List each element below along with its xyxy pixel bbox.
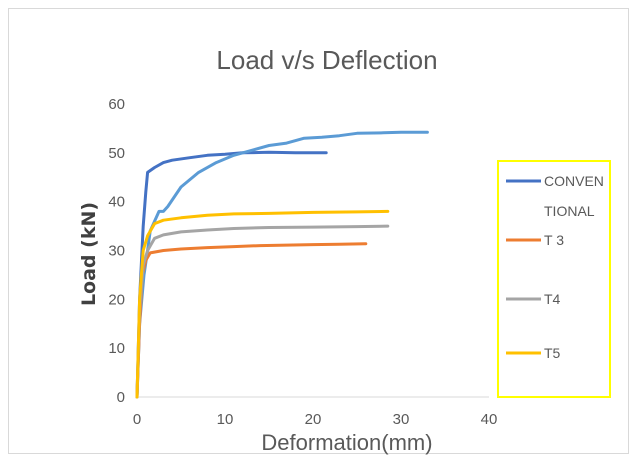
- y-axis-ticks: 0 10 20 30 40 50 60: [108, 96, 125, 406]
- legend-label: T4: [544, 291, 561, 307]
- series-lines: [135, 130, 429, 399]
- x-tick-label: 20: [305, 411, 322, 428]
- y-tick-label: 10: [108, 340, 125, 357]
- y-tick-label: 40: [108, 194, 125, 211]
- x-axis-ticks: 0 10 20 30 40: [133, 411, 498, 428]
- legend-label: T 3: [544, 232, 564, 248]
- y-tick-label: 0: [117, 389, 125, 406]
- legend-label: TIONAL: [544, 203, 595, 219]
- series-line-4: [135, 224, 390, 399]
- x-tick-label: 10: [217, 411, 234, 428]
- legend-box: [497, 160, 611, 398]
- x-tick-label: 40: [481, 411, 498, 428]
- y-tick-label: 60: [108, 96, 125, 113]
- y-tick-label: 20: [108, 291, 125, 308]
- series-line-3: [135, 242, 368, 399]
- line-chart: Load v/s Deflection Load (kN) Deformatio…: [78, 45, 611, 455]
- legend-label: T5: [544, 345, 561, 361]
- legend: CONVEN TIONAL T 3 T4 T5: [497, 160, 611, 398]
- x-tick-label: 30: [393, 411, 410, 428]
- series-line-2: [135, 130, 429, 399]
- y-axis-label: Load (kN): [78, 202, 100, 306]
- y-tick-label: 50: [108, 145, 125, 162]
- y-tick-label: 30: [108, 243, 125, 260]
- series-line-1: [135, 150, 328, 399]
- series-line-5: [135, 209, 390, 399]
- chart-title: Load v/s Deflection: [216, 45, 437, 75]
- legend-label: CONVEN: [544, 173, 604, 189]
- x-axis-label: Deformation(mm): [261, 430, 432, 455]
- x-tick-label: 0: [133, 411, 141, 428]
- chart-frame: Load v/s Deflection Load (kN) Deformatio…: [8, 8, 629, 455]
